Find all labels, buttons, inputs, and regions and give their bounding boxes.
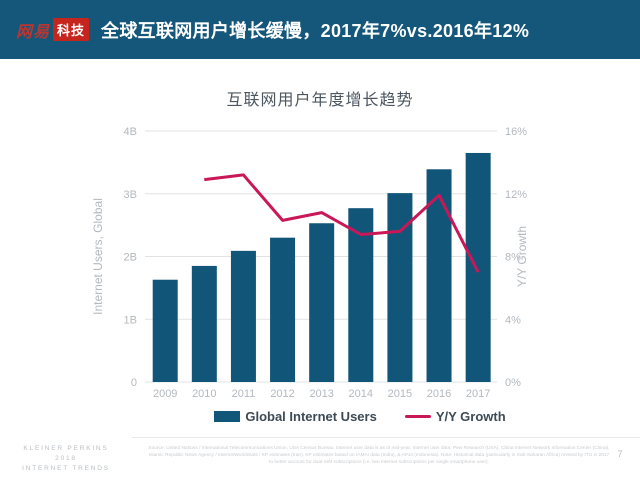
svg-text:Internet Users, Global: Internet Users, Global [91, 198, 105, 315]
svg-text:2010: 2010 [192, 388, 216, 400]
svg-text:2017: 2017 [466, 388, 490, 400]
svg-text:0: 0 [131, 377, 137, 389]
svg-text:4B: 4B [124, 126, 137, 138]
legend-label-growth: Y/Y Growth [435, 408, 506, 424]
svg-text:8%: 8% [505, 252, 521, 264]
footer-divider [132, 437, 640, 438]
netease-tech-logo: 网易 科技 [16, 18, 90, 42]
page-number: 7 [617, 449, 623, 459]
netease-logo-text: 网易 [16, 23, 51, 41]
legend-label-users: Global Internet Users [245, 408, 377, 424]
kp-line-2: 2018 [55, 454, 77, 462]
svg-text:0%: 0% [505, 377, 521, 389]
kp-line-3: INTERNET TRENDS [22, 464, 110, 472]
svg-text:2011: 2011 [232, 388, 256, 400]
article-title: 全球互联网用户增长缓慢，2017年7%vs.2016年12% [101, 20, 530, 41]
chart-legend: Global Internet Users Y/Y Growth [160, 406, 560, 426]
svg-text:2015: 2015 [388, 388, 412, 400]
line-swatch-icon [404, 414, 431, 418]
svg-text:2013: 2013 [309, 388, 333, 400]
svg-text:16%: 16% [505, 126, 527, 138]
chart-title: 互联网用户年度增长趋势 [226, 92, 414, 109]
svg-text:Y/Y Growth: Y/Y Growth [515, 226, 529, 287]
svg-text:3B: 3B [124, 189, 137, 201]
tech-logo-badge: 科技 [53, 18, 90, 41]
svg-text:1B: 1B [124, 314, 137, 326]
svg-text:2009: 2009 [153, 388, 177, 400]
svg-text:4%: 4% [505, 314, 521, 326]
legend-item-users: Global Internet Users [214, 408, 377, 424]
legend-item-growth: Y/Y Growth [404, 408, 506, 424]
kleiner-perkins-watermark: KLEINER PERKINS 2018 INTERNET TRENDS [0, 444, 132, 473]
source-note: Source: United Nations / International T… [148, 446, 610, 465]
svg-text:12%: 12% [505, 189, 527, 201]
svg-text:2016: 2016 [427, 388, 451, 400]
svg-text:2B: 2B [124, 252, 137, 264]
header-bar: 网易 科技 全球互联网用户增长缓慢，2017年7%vs.2016年12% [0, 0, 640, 59]
svg-text:2012: 2012 [270, 388, 294, 400]
bar-swatch-icon [214, 410, 241, 422]
chart-canvas: 0 0% 1B 4% 2B 8% 3B 12% 4B 16% 2009 2010 2011 2012 201… [91, 126, 529, 400]
kp-line-1: KLEINER PERKINS [23, 445, 109, 452]
svg-text:2014: 2014 [349, 388, 373, 400]
